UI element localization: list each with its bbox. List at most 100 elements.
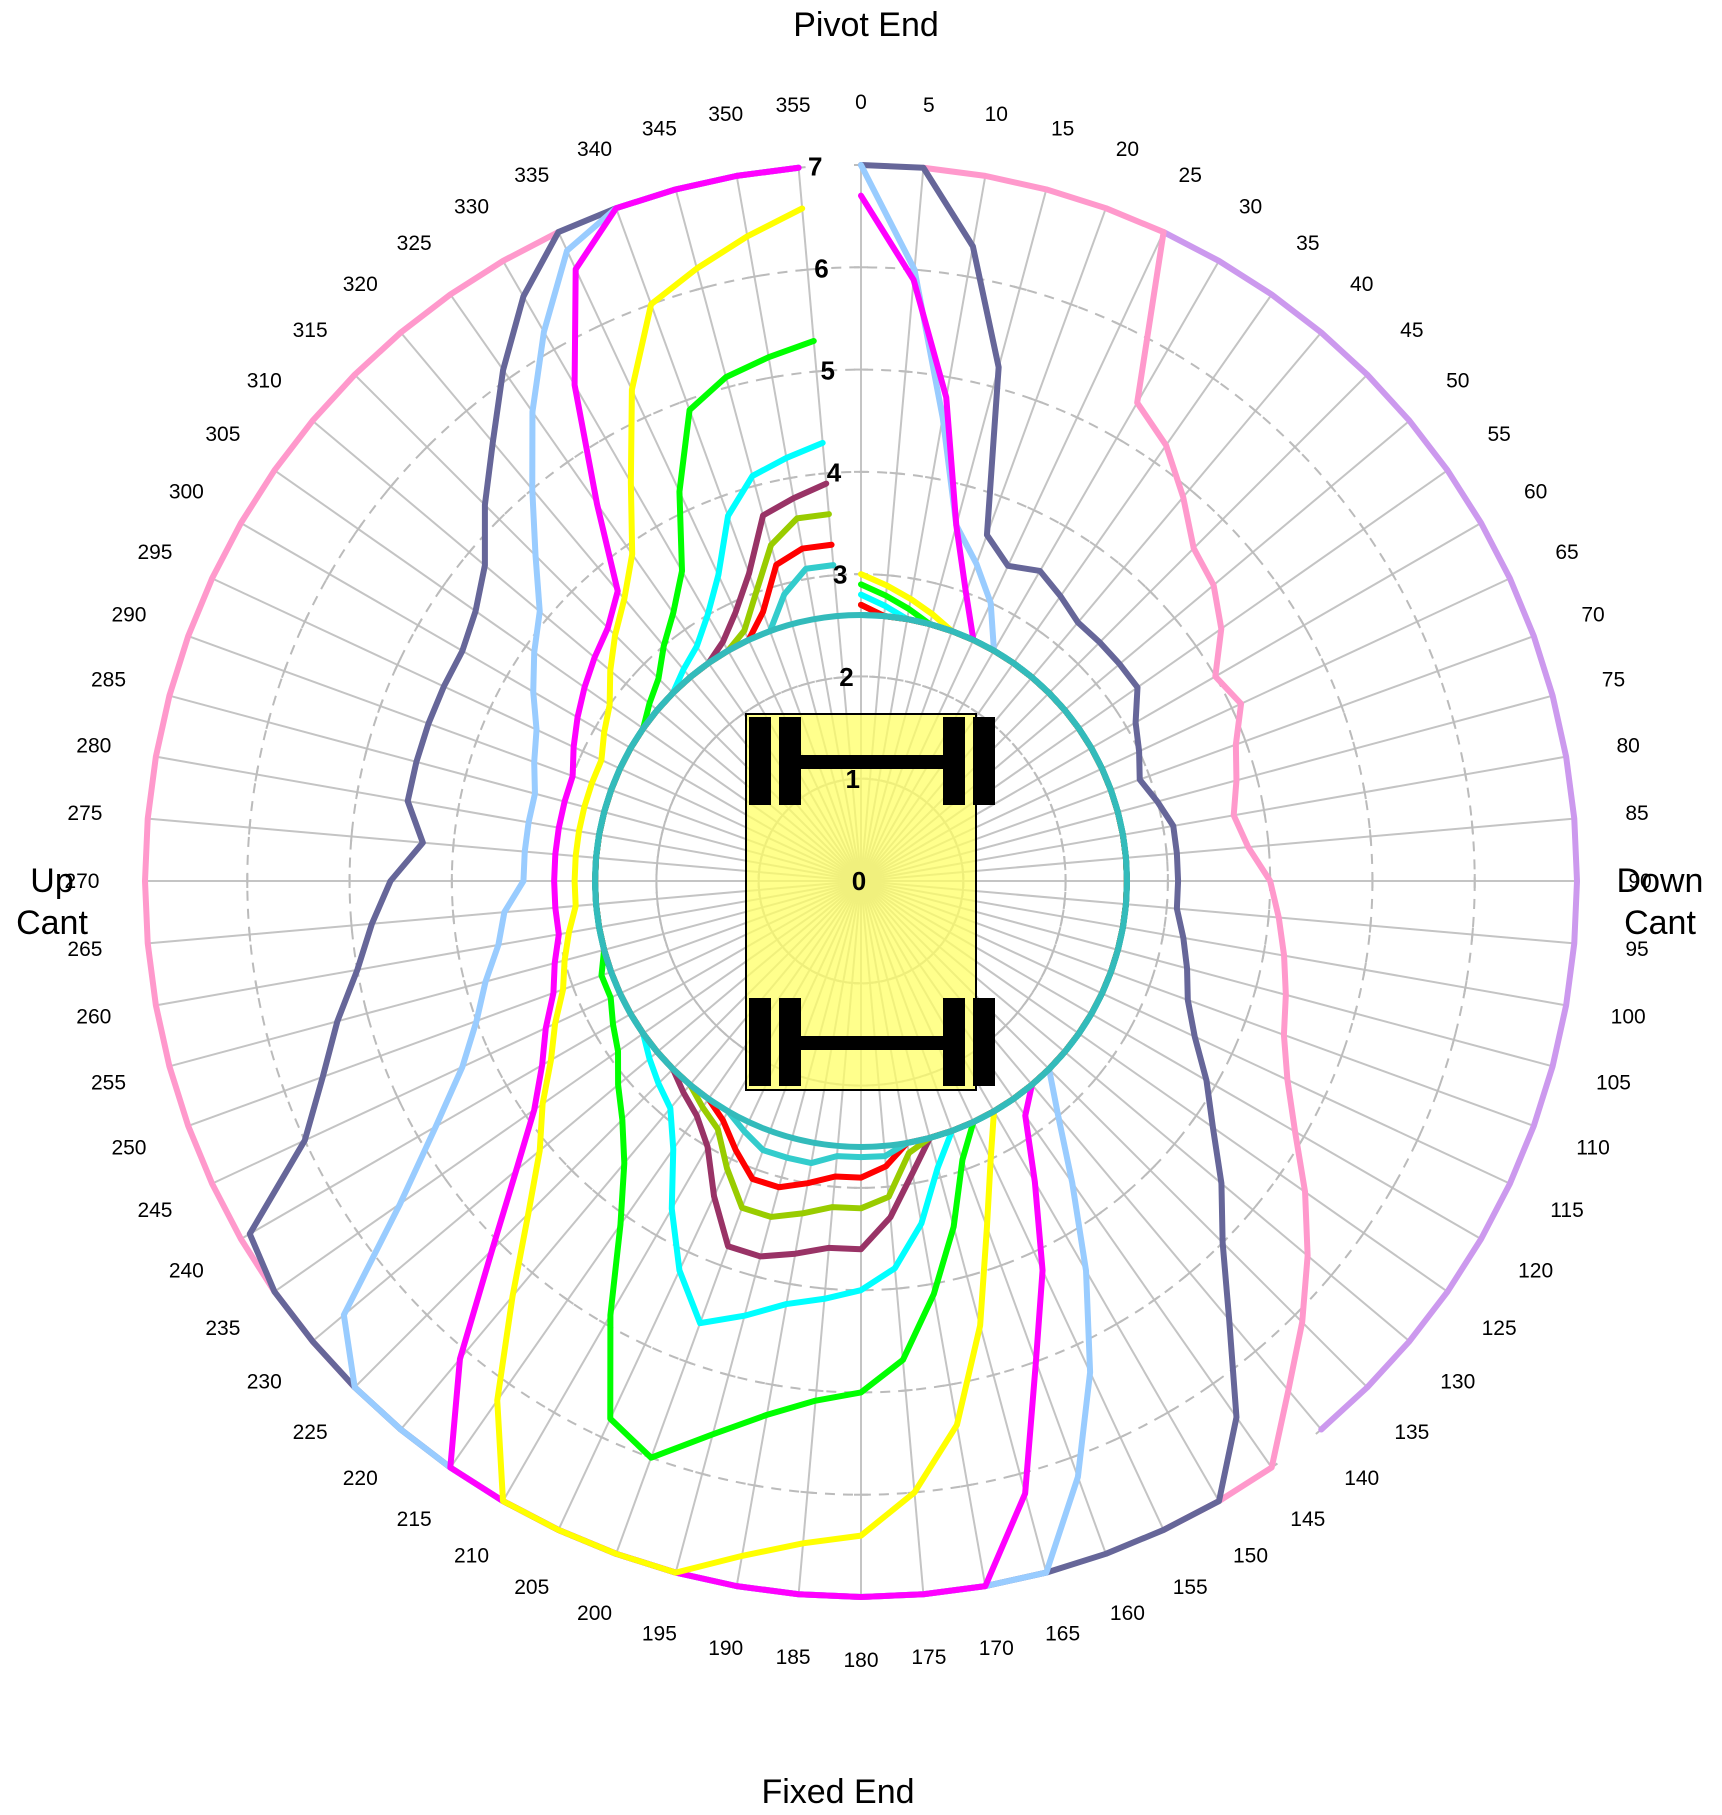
spoke-tick [1089,1211,1102,1221]
spoke-tick [280,1083,288,1098]
spoke-tick [678,624,692,635]
spoke-tick [1113,320,1128,329]
spoke-tick [671,960,680,975]
angle-spoke [860,880,1567,1007]
spoke-tick [657,1110,670,1122]
radial-tick-label: 5 [821,356,835,386]
spoke-tick [1242,734,1249,748]
spoke-tick [960,1483,975,1488]
radial-tick-label: 2 [839,662,853,692]
angle-tick-label: 215 [397,1508,432,1531]
up-cant-label-line2: Cant [16,904,88,942]
spoke-tick [1148,457,1161,467]
radial-tick-label: 1 [846,764,860,794]
spoke-tick [1107,698,1118,712]
spoke-tick [1023,992,1034,1005]
spoke-tick [473,734,480,748]
angle-spoke [860,880,1575,945]
spoke-tick [598,433,612,443]
spoke-tick [721,384,736,390]
spoke-tick [1122,721,1132,735]
spoke-tick [592,562,605,573]
spoke-tick [1042,960,1051,975]
spoke-tick [1060,909,1065,924]
spoke-tick [355,785,360,800]
spoke-tick [818,677,833,682]
spoke-tick [248,820,252,835]
angle-tick-label: 290 [111,604,146,627]
spoke-tick [649,1230,663,1240]
spoke-tick [1144,586,1156,598]
spoke-tick [1434,1083,1442,1098]
spoke-tick [657,838,662,853]
angle-tick-label: 235 [205,1317,240,1340]
spoke-tick [254,980,259,995]
spoke-tick [1023,757,1034,770]
angle-tick-label: 145 [1290,1508,1325,1531]
spoke-tick [542,1137,553,1150]
spoke-tick [1266,838,1271,853]
spoke-tick [353,522,364,536]
radial-tick-label: 6 [814,253,828,283]
spoke-tick [800,268,815,272]
spoke-tick [1352,1006,1358,1021]
angle-tick-label: 140 [1344,1467,1379,1490]
angle-tick-label: 35 [1296,232,1319,255]
angle-tick-label: 5 [923,94,935,117]
spoke-tick [526,1267,539,1279]
spoke-tick [1070,413,1084,422]
spoke-tick [880,573,895,577]
spoke-tick [1027,506,1041,515]
spoke-tick [1463,767,1468,782]
spoke-tick [801,680,816,687]
series-line-2 [920,164,1311,1533]
spoke-tick [737,708,750,719]
angle-tick-label: 315 [293,319,328,342]
radial-tick-label: 3 [833,560,847,590]
spoke-tick [1049,944,1057,958]
spoke-tick [486,1047,495,1061]
inner-circle [592,612,1130,1150]
spoke-tick [566,586,578,598]
spoke-tick [679,1358,694,1365]
angle-tick-label: 345 [642,118,677,141]
spoke-tick [1144,1164,1156,1176]
angle-tick-label: 55 [1487,423,1510,446]
spoke-tick [566,1164,578,1176]
angle-tick-label: 90 [1628,870,1651,893]
spoke-tick [942,1382,957,1387]
spoke-tick [956,699,970,709]
spoke-tick [1117,562,1130,573]
angle-tick-label: 255 [91,1072,126,1095]
angle-tick-label: 135 [1394,1421,1429,1444]
spoke-tick [714,493,728,500]
spoke-tick [590,1027,600,1041]
spoke-tick [486,701,495,715]
spoke-tick [1110,433,1124,443]
angle-tick-label: 245 [137,1199,172,1222]
spoke-tick [1249,405,1262,417]
spoke-tick [827,1185,842,1189]
spoke-tick [421,441,433,453]
spoke-tick [1183,1267,1196,1279]
angle-tick-label: 65 [1555,541,1578,564]
angle-tick-label: 250 [111,1136,146,1159]
spoke-tick [1165,847,1169,862]
spoke-tick [451,838,456,853]
angle-tick-label: 165 [1045,1622,1080,1645]
spoke-tick [421,1309,433,1321]
spoke-tick [889,677,904,682]
angle-tick-label: 200 [577,1602,612,1625]
spoke-tick [889,1286,904,1291]
spoke-tick [800,576,815,582]
spoke-tick [1451,715,1457,730]
spoke-tick [502,373,516,384]
spoke-tick [1247,546,1259,559]
wheel [943,717,965,805]
spoke-tick [679,976,689,990]
spoke-tick [1169,1137,1180,1150]
spoke-tick [1266,909,1271,924]
spoke-tick [1146,979,1153,993]
spoke-tick [1206,373,1220,384]
spoke-tick [782,1281,798,1287]
